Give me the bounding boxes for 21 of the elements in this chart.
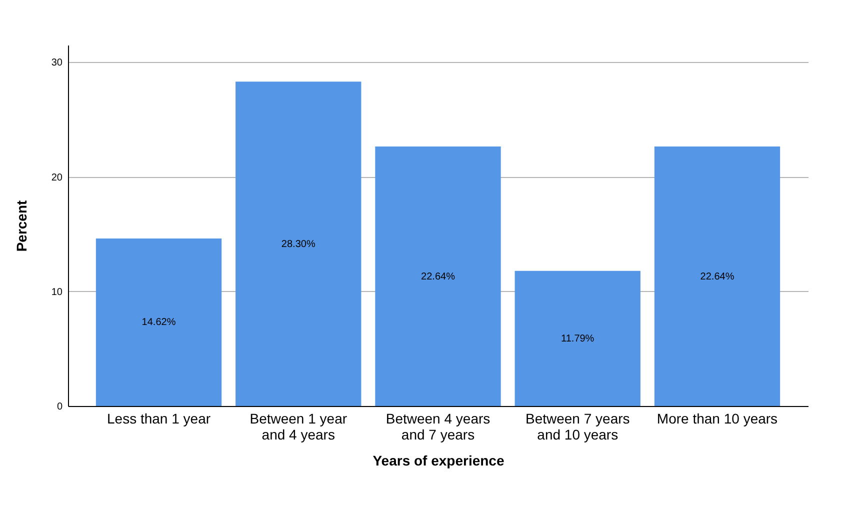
x-tick-label: Between 1 year and 4 years xyxy=(250,410,348,442)
bar xyxy=(375,146,501,406)
data-label: 22.64% xyxy=(421,271,456,282)
data-label: 22.64% xyxy=(700,271,734,282)
x-tick-label: More than 10 years xyxy=(656,410,778,426)
y-axis-title: Percent xyxy=(13,200,30,252)
y-tick-label: 30 xyxy=(51,58,63,69)
y-tick-label: 0 xyxy=(56,402,63,412)
y-tick-label: 10 xyxy=(51,286,63,298)
data-label: 14.62% xyxy=(142,317,176,328)
x-tick-label: Less than 1 year xyxy=(106,410,211,426)
x-axis-title: Years of experience xyxy=(372,452,504,468)
data-label: 28.30% xyxy=(281,238,316,250)
x-tick-label: Between 7 years and 10 years xyxy=(525,410,630,442)
bar xyxy=(236,82,362,406)
x-tick-label: Between 4 years and 7 years xyxy=(386,410,490,442)
bar xyxy=(654,146,780,406)
y-tick-label: 20 xyxy=(51,172,63,184)
bar xyxy=(96,238,222,406)
bar xyxy=(514,270,640,406)
data-label: 11.79% xyxy=(561,333,594,344)
